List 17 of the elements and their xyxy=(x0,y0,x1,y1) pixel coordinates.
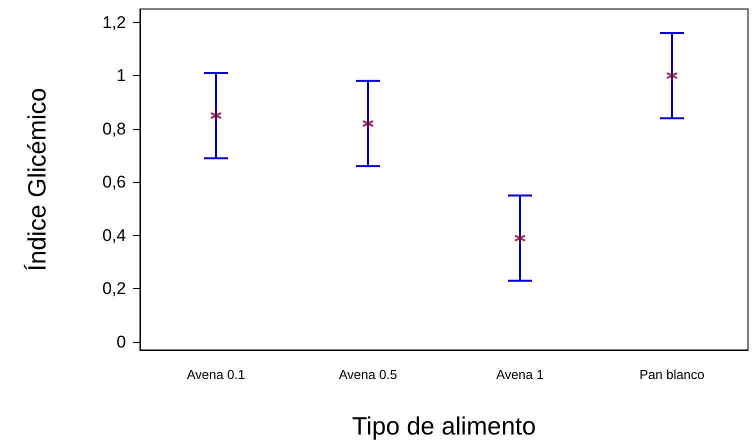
x-tick-label: Avena 0.1 xyxy=(186,367,246,382)
point xyxy=(210,110,222,122)
y-tick-label: 0,2 xyxy=(102,279,126,298)
x-axis-title: Tipo de alimento xyxy=(352,412,536,440)
y-tick-label: 0,8 xyxy=(102,119,126,138)
point xyxy=(666,70,678,82)
point xyxy=(362,118,374,130)
y-tick-label: 1 xyxy=(116,66,126,86)
y-tick-label: 0,6 xyxy=(102,172,126,192)
x-tick-label: Avena 0.5 xyxy=(338,367,398,382)
y-tick-label: 0,4 xyxy=(102,226,126,245)
x-tick-label: Avena 1 xyxy=(496,367,544,382)
y-tick-label: 0 xyxy=(116,332,126,352)
y-tick-label: 1,2 xyxy=(102,12,126,32)
y-axis-title: Índice Glicémico xyxy=(24,88,52,272)
point xyxy=(514,232,526,244)
x-tick-label: Pan blanco xyxy=(639,367,705,382)
